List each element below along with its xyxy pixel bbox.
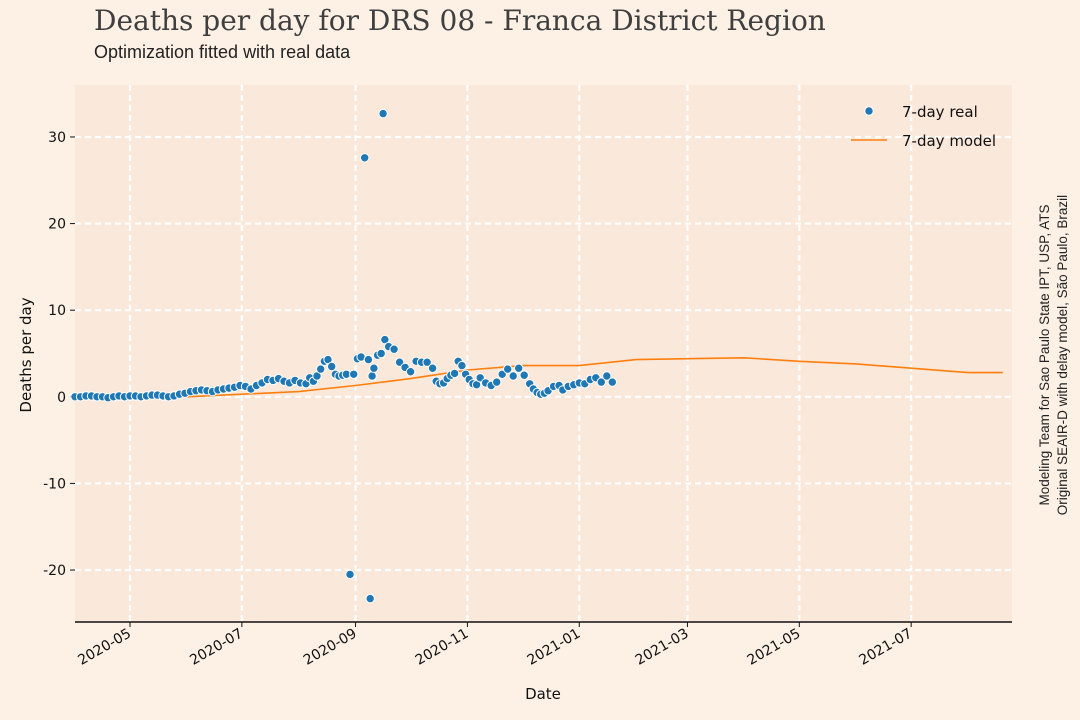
- grid-lines: [75, 85, 1012, 622]
- data-point: [508, 371, 518, 381]
- data-point: [607, 377, 617, 387]
- legend: 7-day real 7-day model: [851, 103, 996, 150]
- data-point: [422, 357, 432, 367]
- data-point: [596, 377, 606, 387]
- x-tick-label: 2020-07: [187, 626, 246, 669]
- legend-label-model: 7-day model: [902, 132, 996, 150]
- data-point: [602, 371, 612, 381]
- data-point: [316, 364, 326, 374]
- data-point: [405, 367, 416, 377]
- data-point: [360, 153, 370, 163]
- y-axis-label: Deaths per day: [17, 297, 35, 412]
- data-point: [427, 363, 438, 373]
- data-point: [449, 368, 460, 379]
- x-tick-label: 2021-01: [525, 626, 584, 669]
- y-tick-label: -20: [43, 563, 66, 579]
- x-tick-label: 2020-05: [75, 626, 134, 669]
- y-tick-label: 10: [48, 303, 66, 319]
- data-point: [363, 354, 374, 365]
- model-line: [75, 356, 1003, 398]
- data-point: [349, 369, 359, 379]
- data-point: [389, 344, 399, 354]
- chart-subtitle: Optimization fitted with real data: [94, 42, 351, 62]
- x-tick-label: 2020-11: [413, 626, 472, 669]
- plot-area: [75, 85, 1012, 622]
- credit-line-1: Modeling Team for Sao Paulo State IPT, U…: [1037, 204, 1052, 506]
- x-tick-label: 2020-09: [301, 626, 360, 669]
- data-point: [457, 360, 467, 371]
- data-point: [365, 593, 375, 604]
- data-point: [514, 363, 524, 373]
- data-point: [327, 361, 337, 372]
- credit-note: Modeling Team for Sao Paulo State IPT, U…: [1036, 85, 1076, 625]
- data-point: [492, 377, 502, 387]
- x-tick-label: 2021-07: [856, 626, 915, 669]
- credit-line-2: Original SEAIR-D with delay model, São P…: [1055, 194, 1070, 516]
- x-tick-label: 2021-03: [633, 626, 692, 669]
- data-point: [376, 348, 386, 359]
- y-tick-label: 30: [48, 130, 66, 146]
- data-point: [369, 363, 379, 373]
- data-point: [378, 108, 388, 119]
- data-point: [519, 370, 529, 380]
- y-tick-label: 0: [57, 390, 66, 406]
- y-tick-label: -10: [43, 476, 66, 492]
- data-point: [503, 364, 513, 374]
- chart-title: Deaths per day for DRS 08 - Franca Distr…: [94, 4, 826, 37]
- y-axis-ticks: -20 -10 0 10 20 30: [43, 130, 75, 579]
- x-tick-label: 2021-05: [745, 626, 804, 669]
- data-point: [367, 371, 377, 381]
- y-tick-label: 20: [48, 217, 66, 233]
- data-point: [345, 569, 355, 580]
- legend-marker-real: [864, 106, 874, 116]
- real-points: [70, 108, 617, 604]
- x-axis-label: Date: [525, 685, 561, 703]
- x-axis-ticks: 2020-05 2020-07 2020-09 2020-11 2021-01 2021-…: [75, 622, 915, 669]
- legend-label-real: 7-day real: [902, 103, 978, 121]
